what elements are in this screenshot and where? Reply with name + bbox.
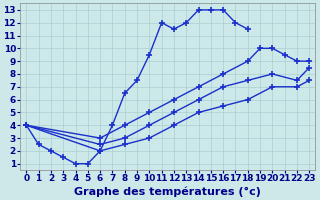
X-axis label: Graphe des températures (°c): Graphe des températures (°c): [74, 186, 261, 197]
